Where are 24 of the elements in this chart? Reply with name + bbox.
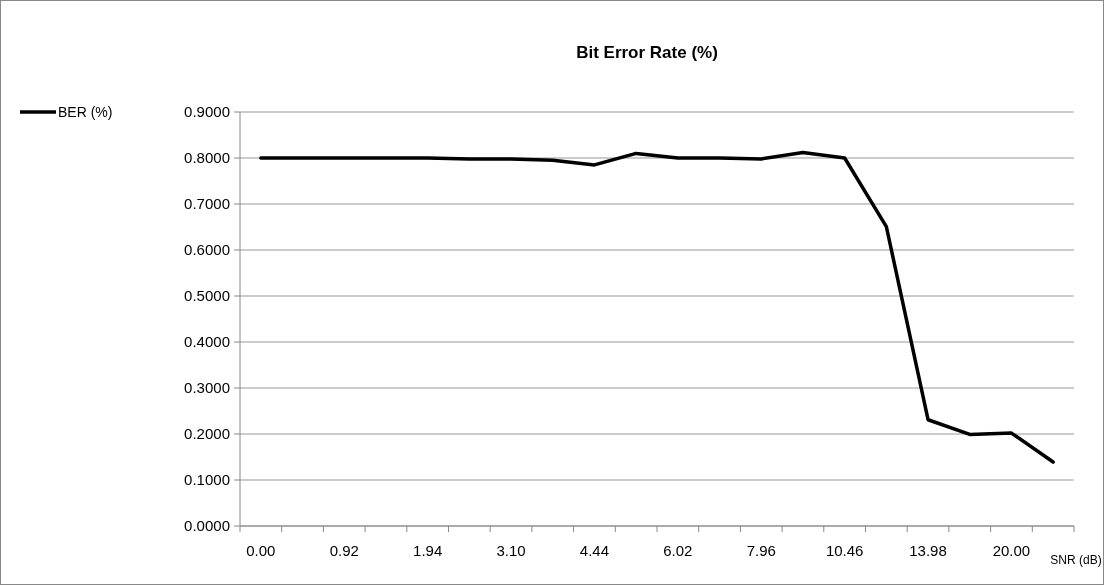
x-tick-label: 1.94 [413, 542, 443, 559]
x-tick-label: 7.96 [746, 542, 776, 559]
y-tick-label: 0.1000 [184, 471, 230, 489]
x-tick-label: 13.98 [909, 542, 947, 559]
x-tick-label: 10.46 [825, 542, 864, 559]
chart-title: Bit Error Rate (%) [576, 43, 718, 62]
x-tick-label: 0.92 [329, 542, 359, 559]
x-tick-label: 0.00 [246, 542, 276, 559]
y-tick-label: 0.2000 [184, 425, 230, 443]
x-tick-label: 3.10 [496, 542, 526, 559]
y-tick-label: 0.9000 [184, 103, 230, 121]
y-tick-label: 0.0000 [184, 517, 230, 535]
y-tick-label: 0.7000 [184, 195, 230, 213]
x-tick-label: 6.02 [663, 542, 693, 559]
legend-label: BER (%) [58, 103, 113, 120]
x-axis-title: SNR (dB) [1050, 553, 1102, 567]
y-tick-label: 0.8000 [184, 149, 230, 167]
y-tick-label: 0.4000 [184, 333, 230, 351]
y-tick-label: 0.6000 [184, 241, 230, 259]
x-tick-label: 20.00 [992, 542, 1031, 559]
y-tick-label: 0.5000 [184, 287, 230, 305]
line-series [259, 150, 1055, 464]
x-tick-label: 4.44 [579, 542, 610, 559]
y-tick-label: 0.3000 [184, 379, 230, 397]
